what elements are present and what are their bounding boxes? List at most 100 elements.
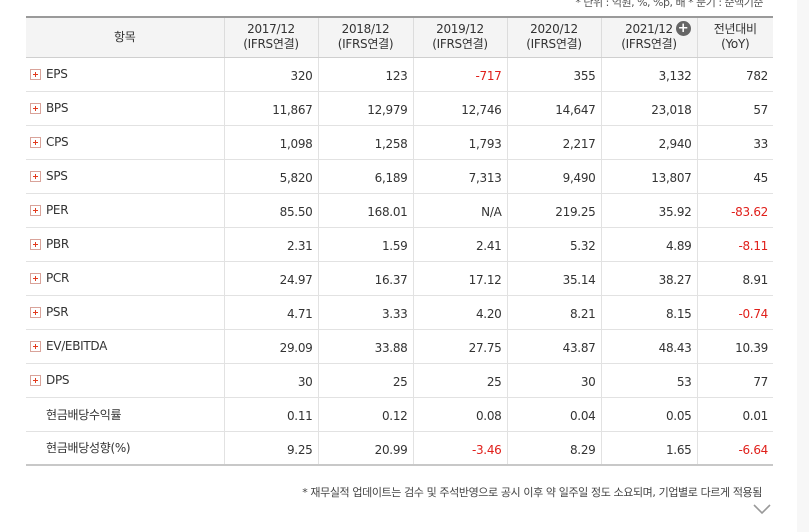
header-col-2017: 2017/12 (IFRS연결) xyxy=(223,17,318,58)
value-cell: 16.37 xyxy=(317,261,413,296)
expand-plus-icon[interactable] xyxy=(30,306,41,318)
row-label[interactable]: EPS xyxy=(26,57,224,92)
table-row: PBR 2.31 1.59 2.41 5.32 4.89 -8.11 xyxy=(26,227,773,262)
value-cell: 6,189 xyxy=(317,159,413,194)
value-cell: 0.11 xyxy=(223,397,318,432)
value-cell: 29.09 xyxy=(223,329,318,364)
value-cell: 123 xyxy=(317,57,413,92)
value-cell: 48.43 xyxy=(600,329,697,364)
value-cell: 35.92 xyxy=(600,193,697,228)
row-name: PSR xyxy=(46,305,69,319)
value-cell: 320 xyxy=(223,57,318,92)
row-name: 현금배당수익률 xyxy=(46,407,122,422)
row-label[interactable]: PER xyxy=(26,193,224,228)
yoy-cell: 8.91 xyxy=(696,261,773,296)
footnote: * 재무실적 업데이트는 검수 및 주석반영으로 공시 이후 약 일주일 정도 … xyxy=(302,486,762,499)
value-cell: 9,490 xyxy=(506,159,601,194)
table-row: PSR 4.71 3.33 4.20 8.21 8.15 -0.74 xyxy=(26,295,773,330)
value-cell: 355 xyxy=(506,57,601,92)
value-cell: 20.99 xyxy=(317,431,413,466)
value-cell: -3.46 xyxy=(412,431,507,466)
value-cell: 23,018 xyxy=(600,91,697,126)
yoy-cell: -0.74 xyxy=(696,295,773,330)
ratio-table: 항목 2017/12 (IFRS연결) 2018/12 (IFRS연결) 2019/… xyxy=(26,16,773,466)
row-name: 현금배당성향(%) xyxy=(46,441,131,456)
chevron-down-icon[interactable] xyxy=(752,503,772,515)
value-cell: 1.59 xyxy=(317,227,413,262)
table-row: EPS 320 123 -717 355 3,132 782 xyxy=(26,57,773,92)
yoy-cell: 33 xyxy=(696,125,773,160)
yoy-cell: 0.01 xyxy=(696,397,773,432)
row-label[interactable]: BPS xyxy=(26,91,224,126)
value-cell: 0.04 xyxy=(506,397,601,432)
value-cell: 0.05 xyxy=(600,397,697,432)
value-cell: 4.89 xyxy=(600,227,697,262)
value-cell: 1,793 xyxy=(412,125,507,160)
row-label[interactable]: PCR xyxy=(26,261,224,296)
header-item: 항목 xyxy=(26,17,224,58)
row-name: DPS xyxy=(46,373,70,387)
row-label[interactable]: SPS xyxy=(26,159,224,194)
row-label[interactable]: PBR xyxy=(26,227,224,262)
table-row: 현금배당수익률 0.11 0.12 0.08 0.04 0.05 0.01 xyxy=(26,397,773,432)
expand-plus-icon[interactable] xyxy=(30,68,41,80)
value-cell: 4.71 xyxy=(223,295,318,330)
row-name: CPS xyxy=(46,135,69,149)
value-cell: 7,313 xyxy=(412,159,507,194)
row-label: 현금배당성향(%) xyxy=(26,431,224,466)
value-cell: 43.87 xyxy=(506,329,601,364)
expand-plus-icon[interactable] xyxy=(30,374,41,386)
value-cell: 30 xyxy=(223,363,318,398)
expand-plus-icon[interactable] xyxy=(30,340,41,352)
value-cell: 3.33 xyxy=(317,295,413,330)
value-cell: N/A xyxy=(412,193,507,228)
value-cell: 9.25 xyxy=(223,431,318,466)
value-cell: 2.41 xyxy=(412,227,507,262)
yoy-cell: 77 xyxy=(696,363,773,398)
header-col-2019: 2019/12 (IFRS연결) xyxy=(412,17,507,58)
add-column-icon[interactable]: + xyxy=(675,21,691,36)
units-note: * 단위 : 억원, %, %p, 배 * 분기 : 순액기준 xyxy=(575,0,763,9)
header-col-2018: 2018/12 (IFRS연결) xyxy=(317,17,413,58)
row-label[interactable]: PSR xyxy=(26,295,224,330)
yoy-cell: 782 xyxy=(696,57,773,92)
value-cell: 219.25 xyxy=(506,193,601,228)
value-cell: 30 xyxy=(506,363,601,398)
value-cell: 1,258 xyxy=(317,125,413,160)
expand-plus-icon[interactable] xyxy=(30,136,41,148)
row-name: EV/EBITDA xyxy=(46,339,108,353)
yoy-cell: -8.11 xyxy=(696,227,773,262)
value-cell: 38.27 xyxy=(600,261,697,296)
value-cell: 1,098 xyxy=(223,125,318,160)
yoy-cell: 57 xyxy=(696,91,773,126)
yoy-cell: -6.64 xyxy=(696,431,773,466)
value-cell: 12,979 xyxy=(317,91,413,126)
expand-plus-icon[interactable] xyxy=(30,238,41,250)
table-row: EV/EBITDA 29.09 33.88 27.75 43.87 48.43 10.39 xyxy=(26,329,773,364)
expand-plus-icon[interactable] xyxy=(30,272,41,284)
yoy-cell: 10.39 xyxy=(696,329,773,364)
value-cell: -717 xyxy=(412,57,507,92)
value-cell: 2,940 xyxy=(600,125,697,160)
value-cell: 1.65 xyxy=(600,431,697,466)
expand-plus-icon[interactable] xyxy=(30,204,41,216)
value-cell: 3,132 xyxy=(600,57,697,92)
value-cell: 2,217 xyxy=(506,125,601,160)
row-label[interactable]: CPS xyxy=(26,125,224,160)
value-cell: 53 xyxy=(600,363,697,398)
value-cell: 25 xyxy=(317,363,413,398)
value-cell: 12,746 xyxy=(412,91,507,126)
table-row: DPS 30 25 25 30 53 77 xyxy=(26,363,773,398)
value-cell: 35.14 xyxy=(506,261,601,296)
row-label[interactable]: EV/EBITDA xyxy=(26,329,224,364)
value-cell: 2.31 xyxy=(223,227,318,262)
value-cell: 5,820 xyxy=(223,159,318,194)
row-label[interactable]: DPS xyxy=(26,363,224,398)
expand-plus-icon[interactable] xyxy=(30,102,41,114)
row-name: PBR xyxy=(46,237,69,251)
row-name: SPS xyxy=(46,169,68,183)
value-cell: 14,647 xyxy=(506,91,601,126)
table-row: 현금배당성향(%) 9.25 20.99 -3.46 8.29 1.65 -6.64 xyxy=(26,431,773,466)
row-label: 현금배당수익률 xyxy=(26,397,224,432)
expand-plus-icon[interactable] xyxy=(30,170,41,182)
